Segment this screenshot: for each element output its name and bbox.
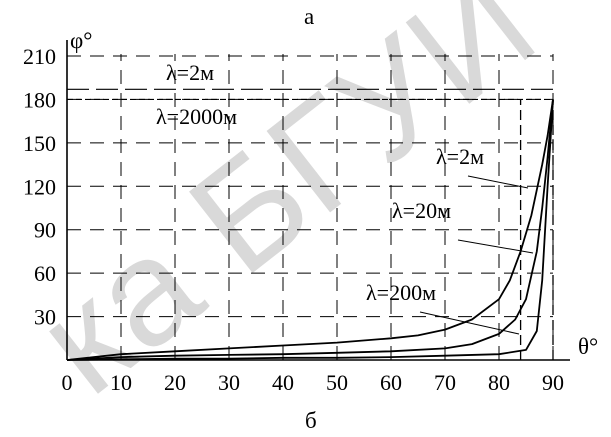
x-tick-label: 10 — [110, 370, 132, 395]
title-bottom: б — [305, 408, 317, 432]
x-tick-label: 50 — [326, 370, 348, 395]
x-tick-label: 30 — [218, 370, 240, 395]
y-tick-label: 30 — [34, 305, 56, 330]
y-tick-label: 150 — [23, 131, 56, 156]
x-tick-label: 80 — [488, 370, 510, 395]
x-tick-label: 60 — [380, 370, 402, 395]
series-labels: λ=2м λ=20м λ=200м λ=2м λ=2000м — [156, 60, 534, 335]
x-tick-label: 20 — [164, 370, 186, 395]
x-tick-label: 90 — [542, 370, 564, 395]
y-tick-label: 60 — [34, 261, 56, 286]
y-tick-label: 210 — [23, 44, 56, 69]
series-line — [66, 99, 554, 361]
tick-labels: 0 10 20 30 40 50 60 70 80 90 30 60 90 120 150 180 210 — [23, 44, 564, 395]
y-axis-label: φ° — [70, 28, 92, 53]
y-tick-label: 180 — [23, 87, 56, 112]
x-tick-label: 40 — [272, 370, 294, 395]
series-label: λ=20м — [392, 198, 451, 223]
x-axis-label: θ° — [578, 334, 598, 359]
series-label: λ=200м — [366, 280, 436, 305]
x-tick-label: 0 — [62, 370, 73, 395]
series-line — [66, 99, 554, 361]
series-label: λ=2м — [436, 144, 484, 169]
reference-lines — [67, 88, 554, 360]
watermark-text: ка БГУИ — [6, 0, 564, 425]
x-tick-label: 70 — [434, 370, 456, 395]
series-line — [66, 99, 554, 361]
y-tick-label: 90 — [34, 218, 56, 243]
leader-line — [419, 311, 520, 335]
title-top: а — [304, 4, 314, 29]
y-tick-label: 120 — [23, 174, 56, 199]
reference-label: λ=2000м — [156, 104, 237, 129]
axes — [66, 40, 570, 361]
leader-line — [457, 239, 534, 254]
leader-line — [467, 175, 529, 189]
curves — [66, 99, 554, 361]
reference-label: λ=2м — [166, 60, 214, 85]
